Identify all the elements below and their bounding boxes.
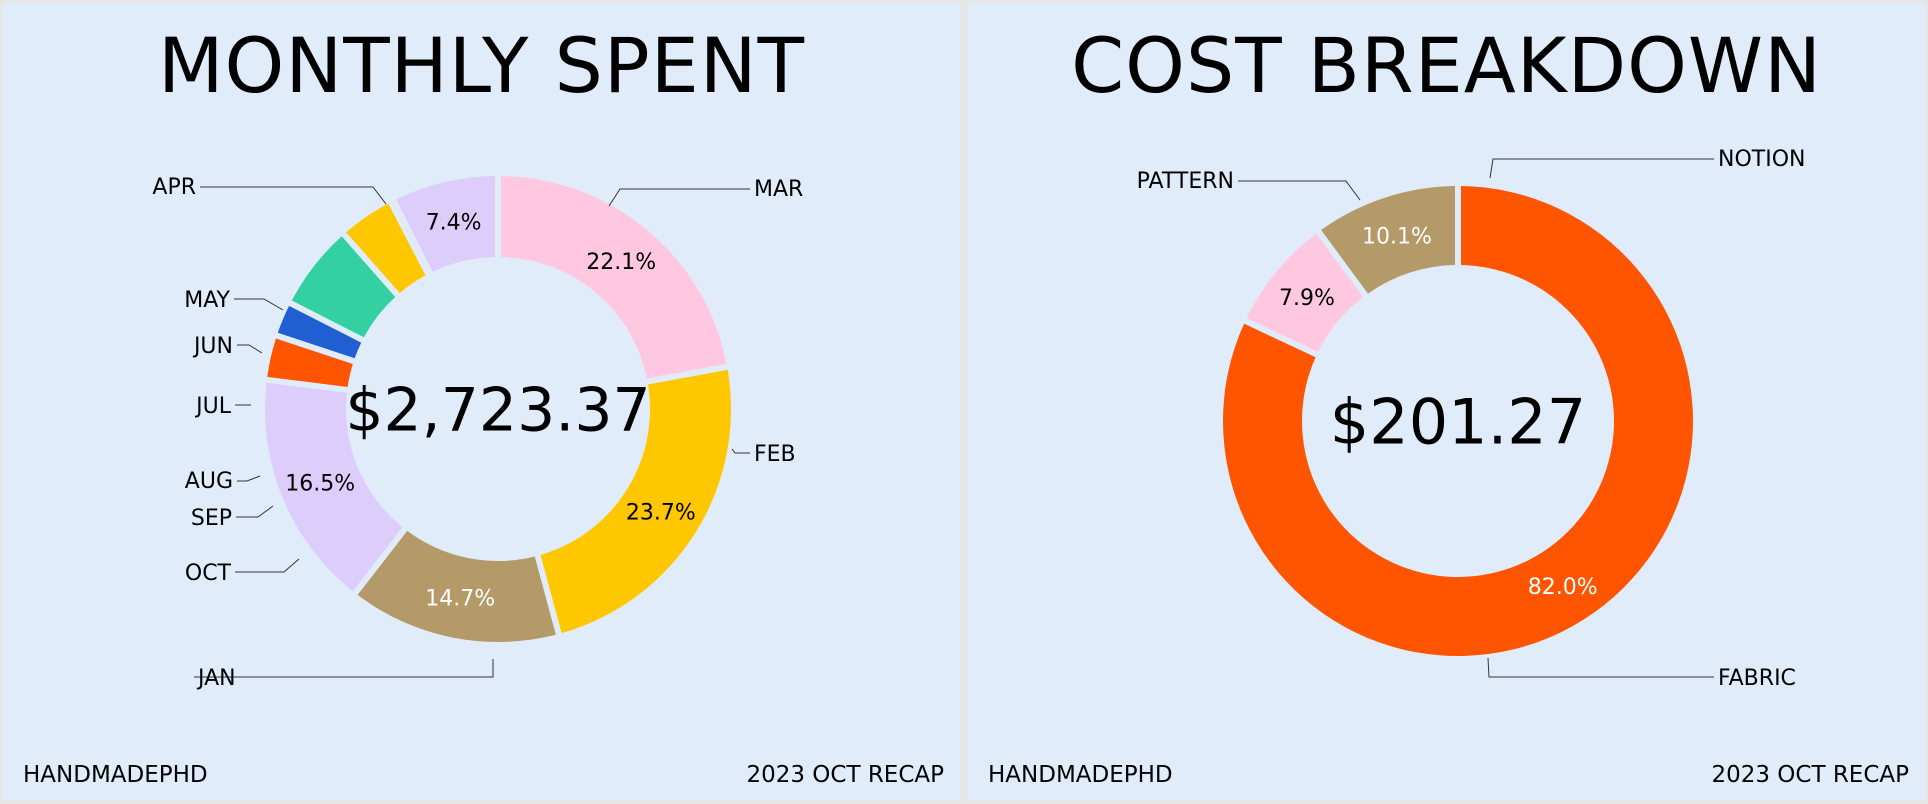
- donut-slice-jan: [500, 176, 727, 379]
- cost-breakdown-panel: COST BREAKDOWN 82.0% FABRIC 7.9% PATTERN 10.…: [968, 3, 1925, 800]
- donut-slice-oct: [396, 176, 496, 272]
- donut-slice-may: [267, 338, 353, 387]
- leader-line-jan: [194, 659, 494, 678]
- donut-center-total: $2,723.37: [345, 376, 650, 446]
- slice-percent-label-mar: 14.7%: [425, 587, 495, 612]
- donut-slice-jul: [291, 236, 396, 338]
- category-label-sep: SEP: [191, 506, 232, 531]
- slice-percent-label-jan: 22.1%: [586, 250, 656, 275]
- leader-line-notion: [1489, 158, 1714, 179]
- category-label-oct: OCT: [185, 561, 232, 586]
- slice-percent-label-oct: 7.4%: [426, 211, 482, 236]
- slice-percent-label-feb: 23.7%: [626, 501, 696, 526]
- category-label-feb: FEB: [754, 442, 796, 467]
- footer-author: HANDMADEPHD: [988, 762, 1173, 788]
- category-label-notion: NOTION: [1718, 147, 1805, 172]
- category-label-apr: APR: [152, 175, 196, 200]
- slice-percent-label-fabric: 82.0%: [1528, 575, 1598, 600]
- slice-percent-label-apr: 16.5%: [285, 472, 355, 497]
- category-label-mar: MAR: [754, 177, 803, 202]
- leader-line-pattern: [1238, 180, 1361, 201]
- donut-slice-aug: [346, 203, 426, 294]
- leader-line-jun: [237, 344, 263, 354]
- monthly-spent-panel: MONTHLY SPENT 22.1% JAN 23.7% FEB 14.7% MAR 16…: [3, 3, 960, 800]
- leader-line-apr: [200, 186, 387, 205]
- leader-line-mar: [608, 188, 750, 207]
- donut-slice-notion: [1321, 186, 1456, 294]
- cost-breakdown-donut-chart: 82.0% FABRIC 7.9% PATTERN 10.1% NOTION $201.27: [1137, 147, 1806, 691]
- category-label-jul: JUL: [194, 394, 232, 419]
- donut-slice-apr: [265, 382, 403, 592]
- slice-percent-label-pattern: 7.9%: [1279, 286, 1335, 311]
- category-label-jun: JUN: [192, 334, 233, 359]
- cost-breakdown-title: COST BREAKDOWN: [1071, 21, 1822, 110]
- category-label-aug: AUG: [185, 469, 233, 494]
- donut-center-total: $201.27: [1330, 385, 1586, 458]
- leader-line-fabric: [1487, 657, 1714, 678]
- leader-line-may: [234, 298, 284, 311]
- slice-percent-label-notion: 10.1%: [1362, 224, 1432, 249]
- leader-line-aug: [237, 475, 261, 482]
- category-label-fabric: FABRIC: [1718, 666, 1796, 691]
- donut-slice-pattern: [1246, 233, 1364, 352]
- category-label-may: MAY: [184, 288, 230, 313]
- monthly-spent-donut-chart: 22.1% JAN 23.7% FEB 14.7% MAR 16.5% APR MAY JUN JU…: [152, 175, 803, 691]
- donut-slice-fabric: [1223, 186, 1693, 656]
- footer-recap: 2023 OCT RECAP: [1711, 762, 1909, 788]
- leader-line-feb: [731, 448, 750, 454]
- donut-slice-jun: [277, 305, 362, 359]
- leader-line-oct: [235, 558, 300, 573]
- category-label-pattern: PATTERN: [1137, 169, 1234, 194]
- donut-slice-mar: [357, 530, 556, 642]
- monthly-spent-title: MONTHLY SPENT: [157, 21, 805, 110]
- footer-author: HANDMADEPHD: [23, 762, 208, 788]
- footer-recap: 2023 OCT RECAP: [746, 762, 944, 788]
- category-label-jan: JAN: [196, 666, 236, 691]
- donut-slice-feb: [540, 369, 731, 634]
- donut-slice-sep: [392, 201, 430, 274]
- leader-line-sep: [236, 505, 274, 518]
